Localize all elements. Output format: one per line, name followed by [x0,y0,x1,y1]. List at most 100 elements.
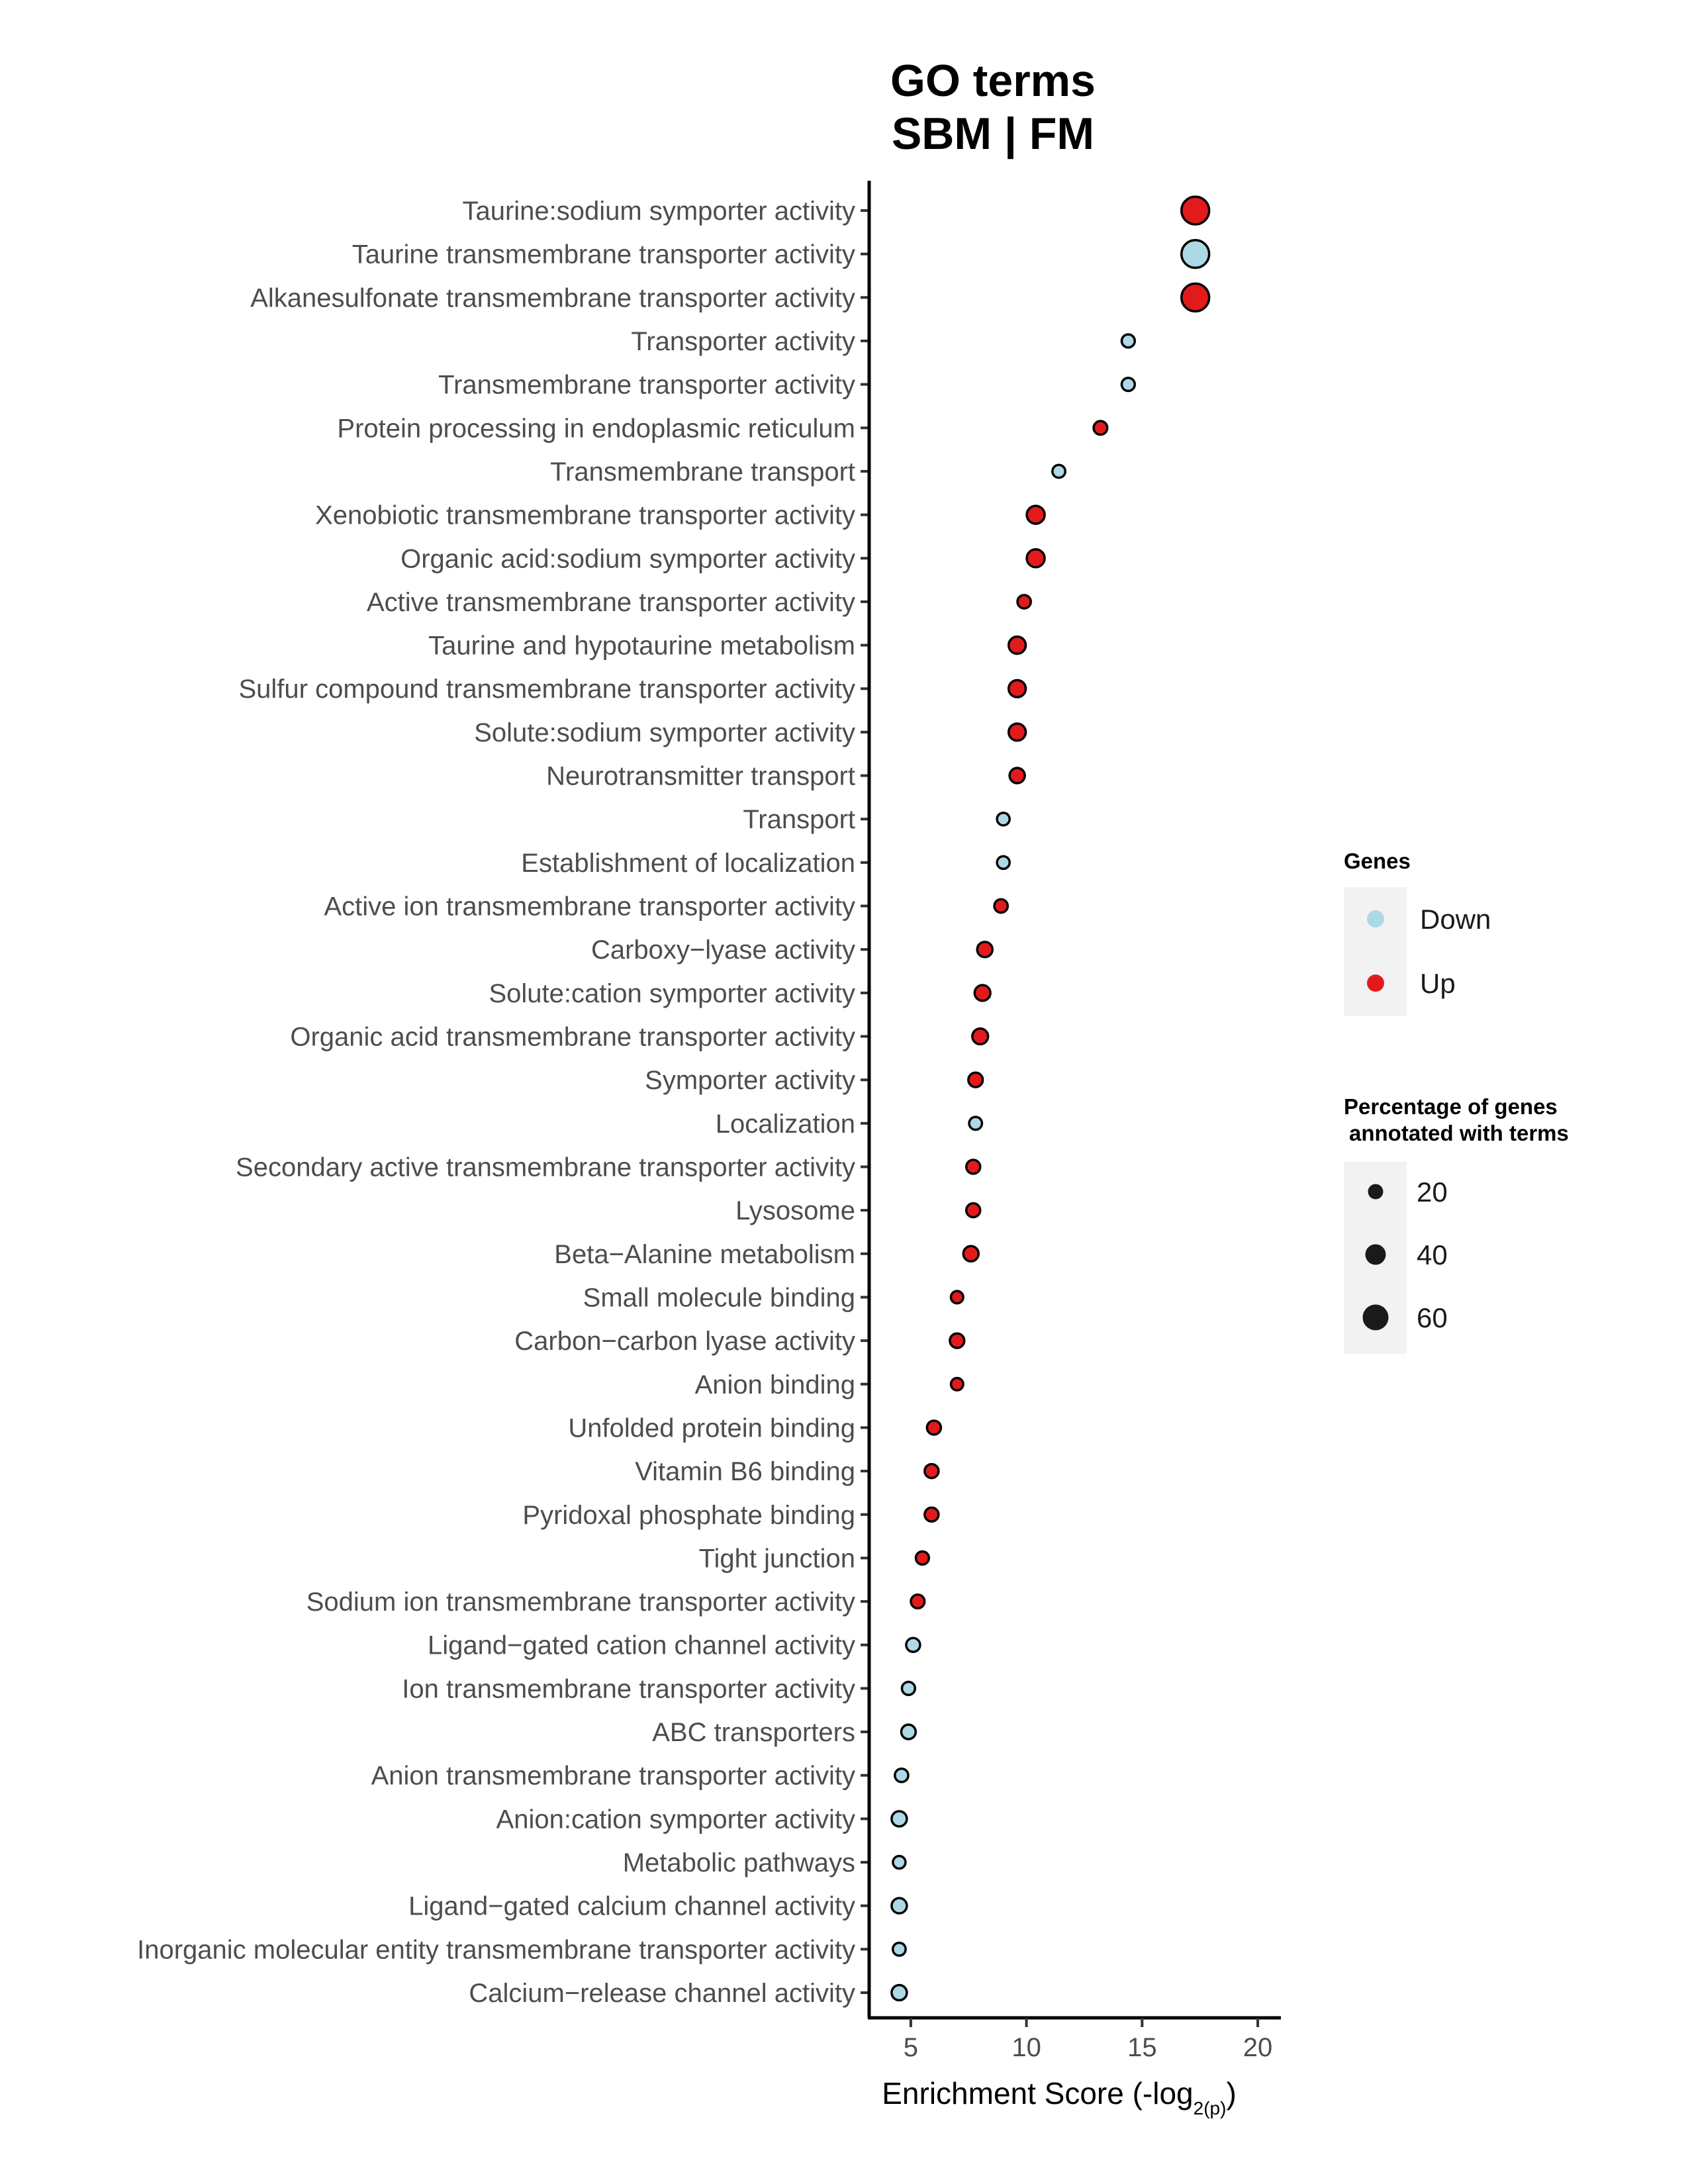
point-down [890,1983,908,2002]
term-label: Metabolic pathways [623,1848,855,1877]
term-label: Ligand−gated cation channel activity [428,1631,855,1660]
x-tick-label: 10 [1011,2033,1041,2062]
legend-size-label: 60 [1417,1302,1448,1333]
term-label: Unfolded protein binding [568,1413,855,1443]
term-label: Anion:cation symporter activity [496,1805,855,1834]
term-label: Inorganic molecular entity transmembrane… [137,1935,855,1964]
point-up [973,984,992,1002]
point-down [1120,376,1137,393]
term-label: Sodium ion transmembrane transporter act… [306,1588,855,1617]
term-label: Ligand−gated calcium channel activity [408,1892,855,1921]
point-up [964,1202,982,1219]
term-label: Taurine transmembrane transporter activi… [352,240,855,269]
point-down [1180,239,1211,269]
point-up [1007,679,1027,698]
point-up [949,1376,964,1392]
legend-size-label: 40 [1417,1239,1448,1270]
term-label: Protein processing in endoplasmic reticu… [337,414,855,443]
point-down [900,1723,917,1740]
term-label: Carbon−carbon lyase activity [514,1327,855,1356]
point-up [910,1593,926,1610]
chart-title-line-2: SBM | FM [892,109,1094,160]
term-label: Solute:cation symporter activity [489,979,855,1008]
point-down [890,1810,908,1828]
term-label: Secondary active transmembrane transport… [236,1153,855,1182]
term-label: Small molecule binding [583,1283,855,1312]
point-down [996,811,1011,827]
point-up [949,1290,964,1305]
term-label: Ion transmembrane transporter activity [402,1674,855,1703]
point-up [1180,195,1211,226]
point-up [971,1027,990,1046]
point-down [900,1680,917,1697]
point-down [892,1854,907,1870]
point-up [976,940,994,959]
legend-genes-title: Genes [1344,849,1411,873]
point-up [1008,767,1026,784]
term-label: Symporter activity [645,1066,855,1095]
legend-down-dot [1367,910,1384,927]
point-up [1007,722,1027,742]
term-label: Organic acid:sodium symporter activity [400,544,855,573]
term-label: Active transmembrane transporter activit… [367,588,855,617]
term-label: Establishment of localization [521,849,855,878]
point-up [1180,282,1211,312]
legend-size: Percentage of genes annotated with terms… [1344,1094,1569,1354]
term-label: Transmembrane transport [550,457,855,487]
term-label: Xenobiotic transmembrane transporter act… [315,501,855,530]
x-ticks: 5 10 15 20 [904,2018,1273,2062]
x-axis-title: Enrichment Score (-log2(p)) [882,2076,1237,2118]
term-label: Tight junction [699,1544,855,1573]
legend-genes-key-bg [1344,887,1407,1016]
point-down [996,855,1011,871]
point-up [914,1550,931,1566]
term-label: Transport [743,805,855,834]
term-label: Transporter activity [631,327,855,356]
term-label: Calcium−release channel activity [469,1979,855,2008]
term-label: Lysosome [735,1196,855,1225]
term-label: Neurotransmitter transport [546,762,855,791]
term-label: Transmembrane transporter activity [438,371,855,400]
term-label: Vitamin B6 binding [635,1457,855,1486]
point-down [890,1897,908,1915]
point-up [1025,504,1046,525]
point-up [967,1071,984,1088]
point-down [1120,333,1137,349]
term-label: ABC transporters [652,1718,855,1747]
point-down [1051,463,1066,479]
legend-size-dot [1365,1244,1386,1265]
point-up [1092,420,1109,436]
point-up [923,1506,940,1523]
point-up [949,1332,966,1349]
point-up [925,1419,943,1436]
point-up [964,1159,982,1175]
term-label: Anion binding [695,1370,855,1400]
legend-size-dot [1362,1304,1389,1331]
legend-size-title-line-2: annotated with terms [1349,1121,1569,1145]
point-up [993,898,1009,914]
x-tick-label: 5 [904,2033,918,2062]
point-up [923,1462,940,1480]
legend-size-title-line-1: Percentage of genes [1344,1094,1558,1119]
legend-size-label: 20 [1417,1176,1448,1208]
term-label: Pyridoxal phosphate binding [522,1501,855,1530]
point-down [894,1767,910,1783]
term-label: Anion transmembrane transporter activity [371,1762,855,1791]
term-label: Taurine:sodium symporter activity [462,197,855,226]
point-down [891,1941,907,1957]
x-tick-label: 20 [1243,2033,1273,2062]
term-label: Localization [716,1110,855,1139]
term-label: Taurine and hypotaurine metabolism [428,632,855,661]
legend-up-dot [1367,974,1384,992]
term-labels: Taurine:sodium symporter activity Taurine… [137,197,855,2008]
point-down [968,1116,984,1131]
point-up [1016,594,1032,610]
chart-title-line-1: GO terms [890,56,1096,106]
x-tick-label: 15 [1127,2033,1157,2062]
legend-up-label: Up [1420,968,1456,999]
point-up [962,1245,980,1263]
term-label: Active ion transmembrane transporter act… [324,892,855,922]
term-label: Solute:sodium symporter activity [474,718,855,747]
term-label: Sulfur compound transmembrane transporte… [238,675,855,704]
